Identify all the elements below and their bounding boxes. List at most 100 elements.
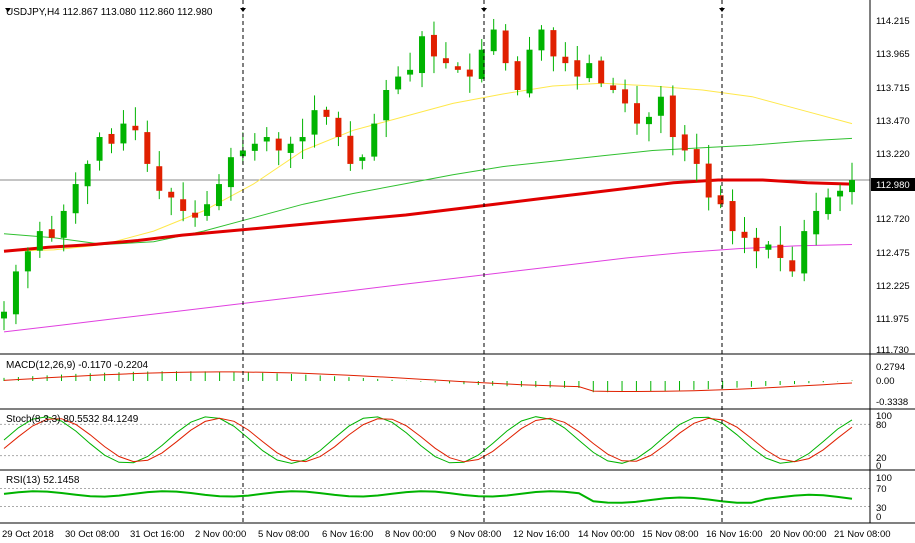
candle-body [204, 204, 211, 216]
candle-body [239, 150, 246, 157]
time-tick: 14 Nov 00:00 [578, 529, 635, 540]
candle-body [168, 191, 175, 198]
candle-body [514, 61, 521, 90]
candle-body [753, 237, 760, 252]
candle-body [610, 85, 617, 90]
candle-body [1, 311, 7, 319]
candle-body [108, 133, 115, 144]
candle-body [526, 49, 533, 94]
price-tick: 113.965 [876, 49, 910, 60]
candle-body [72, 184, 79, 214]
candle-body [574, 60, 581, 77]
ma-yellow-line [3, 82, 853, 252]
time-tick: 16 Nov 16:00 [706, 529, 763, 540]
candle-body [419, 36, 426, 74]
svg-text:-0.3338: -0.3338 [876, 397, 908, 408]
candle-body [490, 29, 497, 52]
candle-body [801, 231, 808, 274]
candle-body [562, 56, 569, 64]
candle-body [180, 199, 187, 211]
time-tick: 31 Oct 16:00 [130, 529, 184, 540]
candle-body [538, 29, 545, 51]
rsi-line [3, 490, 853, 504]
time-tick: 8 Nov 00:00 [385, 529, 436, 540]
time-tick: 20 Nov 00:00 [770, 529, 827, 540]
candle-body [359, 157, 366, 161]
candle-body [263, 137, 270, 142]
candle-body [132, 125, 139, 131]
time-tick: 30 Oct 08:00 [65, 529, 119, 540]
svg-text:0: 0 [876, 512, 881, 523]
candle-body [192, 212, 199, 218]
candle-body [299, 137, 306, 142]
candle-body [156, 166, 163, 191]
time-tick: 29 Oct 2018 [2, 529, 54, 540]
candle-body [407, 69, 414, 75]
candle-body [383, 90, 390, 121]
stoch-header: Stoch(8,3,3) 80.5532 84.1249 [6, 414, 139, 425]
svg-text:0: 0 [876, 461, 881, 472]
candle-body [825, 197, 832, 215]
candle-body [60, 210, 67, 238]
candle-body [789, 260, 796, 272]
time-tick: 2 Nov 00:00 [195, 529, 246, 540]
time-tick: 15 Nov 08:00 [642, 529, 699, 540]
price-tick: 113.715 [876, 83, 910, 94]
rsi-axis: 100 70 30 0 [876, 473, 892, 523]
candle-body [478, 49, 485, 79]
candle-body [681, 134, 688, 151]
time-tick: 5 Nov 08:00 [258, 529, 309, 540]
rsi-header: RSI(13) 52.1458 [6, 475, 80, 486]
price-tick: 112.475 [876, 248, 910, 259]
period-separators [242, 0, 723, 523]
candle-body [550, 30, 557, 57]
candle-body [371, 123, 378, 157]
price-axis: 114.215 113.965 113.715 113.470 113.220 … [876, 16, 910, 356]
candle-body [96, 137, 103, 161]
price-tick: 113.470 [876, 116, 910, 127]
candle-body [311, 110, 318, 135]
current-price-label: 112.980 [876, 180, 910, 191]
price-tick: 111.730 [876, 345, 909, 356]
candle-body [335, 117, 342, 138]
candle-body [849, 180, 855, 193]
indicator-panes [0, 371, 870, 507]
svg-text:30: 30 [876, 503, 887, 514]
candle-body [347, 135, 354, 164]
candle-body [693, 149, 700, 164]
candle-body [705, 163, 712, 198]
candle-body [215, 184, 222, 207]
candle-body [227, 157, 234, 188]
stoch-axis: 100 80 20 0 [876, 411, 892, 472]
macd-axis: 0.2794 0.00 -0.3338 [876, 362, 908, 408]
candle-body [837, 190, 844, 197]
candle-body [36, 231, 43, 251]
svg-text:100: 100 [876, 411, 892, 422]
candle-body [765, 244, 772, 250]
candle-body [729, 201, 736, 232]
candle-body [48, 229, 55, 238]
candle-body [395, 76, 402, 90]
candle-body [275, 138, 282, 151]
candle-body [502, 30, 509, 64]
price-tick: 111.975 [876, 314, 909, 325]
candle-body [323, 109, 330, 117]
svg-text:100: 100 [876, 473, 892, 484]
candle-body [657, 96, 664, 116]
price-tick: 112.225 [876, 281, 910, 292]
period-markers [5, 8, 725, 12]
candle-body [466, 69, 473, 77]
price-tick: 114.215 [876, 16, 910, 27]
candle-body [442, 58, 449, 64]
ma-red-line [3, 178, 853, 253]
candle-body [741, 231, 748, 238]
candle-body [251, 143, 258, 151]
svg-text:20: 20 [876, 453, 887, 464]
candle-body [120, 123, 127, 144]
candle-body [287, 143, 294, 153]
current-price-badge [871, 178, 915, 191]
svg-text:0.00: 0.00 [876, 376, 895, 387]
candle-body [777, 244, 784, 258]
svg-text:0.2794: 0.2794 [876, 362, 905, 373]
